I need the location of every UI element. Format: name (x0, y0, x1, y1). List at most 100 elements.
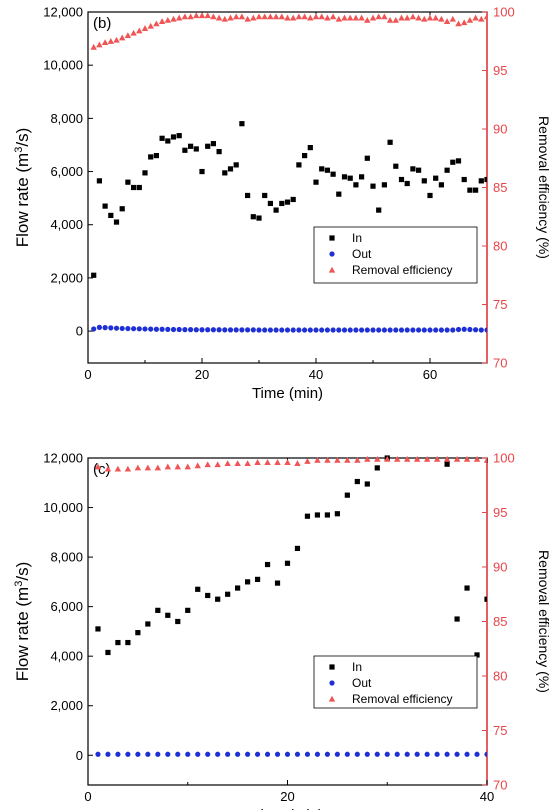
data-point (319, 327, 325, 333)
data-point (443, 18, 451, 24)
data-point (434, 751, 440, 757)
data-point (222, 170, 228, 176)
data-point (176, 326, 182, 333)
x-axis-title: Time (min) (252, 807, 323, 810)
y-right-tick-label: 90 (493, 122, 507, 137)
data-point (314, 751, 321, 757)
data-point (153, 326, 159, 332)
data-point (193, 327, 199, 333)
y-right-tick-label: 100 (493, 451, 515, 466)
data-point (244, 15, 251, 22)
data-point (165, 751, 171, 757)
data-point (438, 327, 444, 333)
x-axis-title: Time (min) (252, 385, 323, 402)
data-point (444, 327, 450, 333)
data-point (250, 14, 257, 21)
data-point (416, 167, 422, 173)
data-point (274, 459, 281, 465)
legend-marker (328, 266, 336, 273)
data-point (284, 327, 291, 333)
data-point (102, 203, 108, 209)
data-point (154, 464, 162, 471)
data-point (404, 327, 410, 333)
data-point (225, 751, 231, 757)
data-point (125, 325, 131, 332)
data-point (374, 455, 381, 462)
data-point (184, 463, 191, 470)
data-point (91, 272, 97, 278)
y-right-tick-label: 75 (493, 723, 507, 738)
y-left-axis-title: Flow rate (m3/s) (13, 128, 32, 247)
data-point (278, 13, 285, 20)
data-point (125, 751, 131, 757)
data-point (95, 626, 101, 632)
data-point (125, 639, 131, 646)
data-point (273, 207, 279, 213)
data-point (324, 167, 330, 173)
data-point (364, 455, 371, 462)
data-point (185, 751, 191, 757)
data-point (145, 751, 151, 757)
data-point (216, 149, 222, 155)
data-point (134, 464, 142, 471)
data-point (341, 327, 348, 333)
data-point (370, 327, 376, 333)
y-right-tick-label: 85 (493, 180, 507, 195)
data-point (336, 191, 342, 197)
x-tick-label: 0 (84, 789, 91, 804)
data-point (472, 14, 479, 21)
data-point (90, 43, 97, 50)
data-point (384, 455, 391, 462)
data-point (294, 460, 301, 467)
data-point (148, 326, 154, 332)
data-point (215, 751, 221, 757)
legend-label: Out (352, 676, 372, 690)
data-point (443, 455, 451, 462)
data-point (158, 18, 166, 24)
data-point (284, 199, 291, 205)
data-point (427, 192, 433, 199)
data-point (473, 327, 479, 333)
data-point (199, 327, 205, 333)
legend-marker (329, 251, 335, 257)
data-point (113, 219, 120, 225)
data-point (119, 206, 125, 212)
data-point (170, 15, 177, 22)
data-point (254, 751, 261, 757)
data-point (210, 13, 217, 20)
data-point (312, 13, 320, 20)
data-point (185, 607, 191, 613)
data-point (474, 652, 480, 658)
data-point (455, 158, 462, 164)
data-point (198, 12, 206, 19)
data-point (341, 174, 348, 180)
data-point (386, 16, 394, 23)
data-point (455, 326, 462, 333)
data-point (364, 155, 370, 161)
data-point (176, 133, 182, 139)
data-point (245, 579, 251, 585)
legend-box (313, 226, 478, 284)
data-point (273, 327, 279, 333)
data-point (279, 200, 285, 207)
data-point (404, 455, 411, 462)
data-point (188, 143, 194, 149)
chart-panel-b: 0 20 40 60 0 2,000 4,000 6,000 8,000 10,000 12,000… (13, 5, 550, 403)
chart-panel-c: 0 20 40 0 2,000 4,000 6,000 8,000 10,000 12,000 70… (13, 451, 550, 810)
data-point (296, 162, 302, 168)
data-point (176, 14, 183, 21)
data-point (205, 327, 211, 333)
data-point (264, 459, 271, 465)
data-point (364, 16, 371, 23)
data-point (438, 15, 445, 22)
data-point (307, 145, 313, 151)
data-point (484, 176, 487, 183)
data-point (290, 327, 296, 333)
legend: In Out Removal efficiency (313, 655, 478, 709)
data-point (148, 154, 154, 160)
data-point (444, 461, 450, 467)
data-point (304, 513, 311, 519)
data-point (314, 512, 321, 518)
data-point (413, 455, 421, 462)
data-point (284, 459, 291, 465)
